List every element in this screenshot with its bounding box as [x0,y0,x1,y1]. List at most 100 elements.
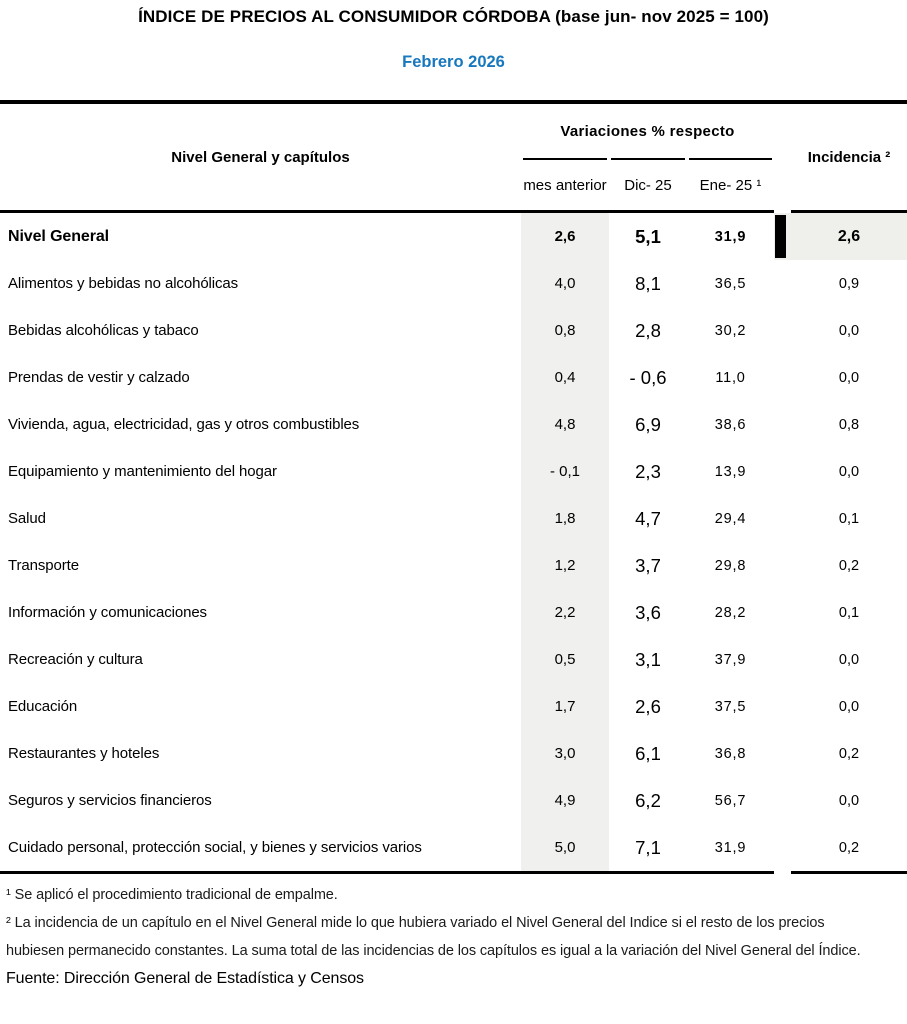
chapter-label-cell: Nivel General [8,227,109,245]
incidencia-value-cell: 0,0 [838,651,860,668]
row-gap-cell [774,448,791,495]
incidencia-value-cell: 0,0 [838,369,860,386]
variations-group: Variaciones % respecto mes anterior Dic-… [521,104,774,210]
mes-anterior-value-cell: 2,2 [554,604,576,621]
table-row: Bebidas alcohólicas y tabaco 0,8 2,8 30,… [0,307,907,354]
mes-anterior-column-band [521,213,609,871]
row-gap-cell [774,589,791,636]
dic-25-value-cell: 8,1 [635,272,661,294]
chapter-label-cell: Restaurantes y hoteles [8,745,160,762]
table-row: Vivienda, agua, electricidad, gas y otro… [0,401,907,448]
mes-anterior-value-cell: - 0,1 [549,463,580,480]
incidencia-value-cell: 0,0 [838,792,860,809]
row-gap-cell [774,683,791,730]
ene-25-value-cell: 29,4 [714,510,747,527]
row-gap-cell [774,260,791,307]
ene-25-value-cell: 13,9 [714,463,747,480]
row-gap-cell [774,542,791,589]
ene-25-value-cell: 37,5 [714,698,747,715]
dic-25-value-cell: 2,8 [635,319,661,341]
col-header-ene-25: Ene- 25 ¹ [689,158,772,210]
col-header-incidencia: Incidencia ² [807,148,891,166]
page-title: ÍNDICE DE PRECIOS AL CONSUMIDOR CÓRDOBA … [138,7,769,26]
incidencia-value-cell: 0,0 [838,463,860,480]
ene-25-value-cell: 28,2 [714,604,747,621]
table-top-rule [0,100,907,104]
mes-anterior-value-cell: 5,0 [554,839,576,856]
source-line: Fuente: Dirección General de Estadística… [6,970,364,987]
ene-25-value-cell: 36,8 [714,745,747,762]
dic-25-value-cell: 6,9 [635,413,661,435]
table-row: Transporte 1,2 3,7 29,8 0,2 [0,542,907,589]
incidencia-value-cell: 0,1 [838,510,860,527]
chapter-label-cell: Información y comunicaciones [8,604,207,621]
ene-25-value-cell: 38,6 [714,416,747,433]
chapter-label-cell: Bebidas alcohólicas y tabaco [8,322,199,339]
page-subtitle: Febrero 2026 [402,53,505,71]
dic-25-value-cell: - 0,6 [629,366,667,388]
table-row: Nivel General 2,6 5,1 31,9 2,6 [0,213,907,260]
chapter-label-cell: Salud [8,510,46,527]
col-header-mes-anterior: mes anterior [523,158,607,210]
dic-25-value-cell: 2,3 [635,460,661,482]
table-header: Nivel General y capítulos Variaciones % … [0,104,907,210]
row-gap-cell [774,495,791,542]
table-body: Nivel General 2,6 5,1 31,9 2,6 Alimentos… [0,213,907,871]
chapter-label-cell: Prendas de vestir y calzado [8,369,190,386]
ene-25-value-cell: 37,9 [714,651,747,668]
ene-25-value-cell: 31,9 [714,839,747,856]
incidencia-value-cell: 0,2 [838,745,860,762]
col-header-dic-25: Dic- 25 [611,158,685,210]
row-gap-cell [774,777,791,824]
table-row: Recreación y cultura 0,5 3,1 37,9 0,0 [0,636,907,683]
ene-25-value-cell: 31,9 [714,228,747,245]
incidencia-value-cell: 0,0 [838,322,860,339]
mes-anterior-value-cell: 0,4 [554,369,576,386]
table-row: Restaurantes y hoteles 3,0 6,1 36,8 0,2 [0,730,907,777]
dic-25-value-cell: 3,1 [635,648,661,670]
incidencia-value-cell: 0,2 [838,557,860,574]
mes-anterior-value-cell: 3,0 [554,745,576,762]
chapter-label-cell: Seguros y servicios financieros [8,792,212,809]
footnote-1: ¹ Se aplicó el procedimiento tradicional… [6,887,338,903]
table-row: Información y comunicaciones 2,2 3,6 28,… [0,589,907,636]
chapter-label-cell: Educación [8,698,78,715]
incidencia-value-cell: 0,9 [838,275,860,292]
header-bottom-rule-left [0,210,774,213]
table-row: Educación 1,7 2,6 37,5 0,0 [0,683,907,730]
ene-25-value-cell: 11,0 [715,369,746,386]
footnote-2: ² La incidencia de un capítulo en el Niv… [6,915,861,959]
chapter-label-cell: Cuidado personal, protección social, y b… [8,839,422,856]
table-row: Seguros y servicios financieros 4,9 6,2 … [0,777,907,824]
incidencia-value-cell: 2,6 [791,213,907,260]
variations-subcolumns: mes anterior Dic- 25 Ene- 25 ¹ [521,158,774,210]
mes-anterior-value-cell: 0,5 [554,651,576,668]
table-row: Prendas de vestir y calzado 0,4 - 0,6 11… [0,354,907,401]
mes-anterior-value-cell: 1,2 [554,557,576,574]
ene-25-value-cell: 29,8 [714,557,747,574]
dic-25-value-cell: 5,1 [635,225,661,247]
mes-anterior-value-cell: 4,9 [554,792,576,809]
dic-25-value-cell: 3,7 [635,554,661,576]
nivel-general-marker-bar [775,215,786,258]
chapter-label-cell: Alimentos y bebidas no alcohólicas [8,275,239,292]
ene-25-value-cell: 56,7 [714,792,747,809]
table-bottom-rule-left [0,871,774,874]
ene-25-value-cell: 36,5 [714,275,747,292]
header-bottom-rule-incidencia [791,210,907,213]
dic-25-value-cell: 6,2 [635,789,661,811]
mes-anterior-value-cell: 2,6 [554,228,576,245]
row-gap-cell [774,307,791,354]
incidencia-value-cell: 0,1 [838,604,860,621]
row-gap-cell [774,636,791,683]
row-gap-cell [774,213,791,260]
incidencia-value-cell: 0,8 [838,416,860,433]
dic-25-value-cell: 3,6 [635,601,661,623]
mes-anterior-value-cell: 1,7 [554,698,576,715]
table-row: Salud 1,8 4,7 29,4 0,1 [0,495,907,542]
row-group-header: Nivel General y capítulos [171,148,350,166]
dic-25-value-cell: 2,6 [635,695,661,717]
table-row: Cuidado personal, protección social, y b… [0,824,907,871]
mes-anterior-value-cell: 4,8 [554,416,576,433]
